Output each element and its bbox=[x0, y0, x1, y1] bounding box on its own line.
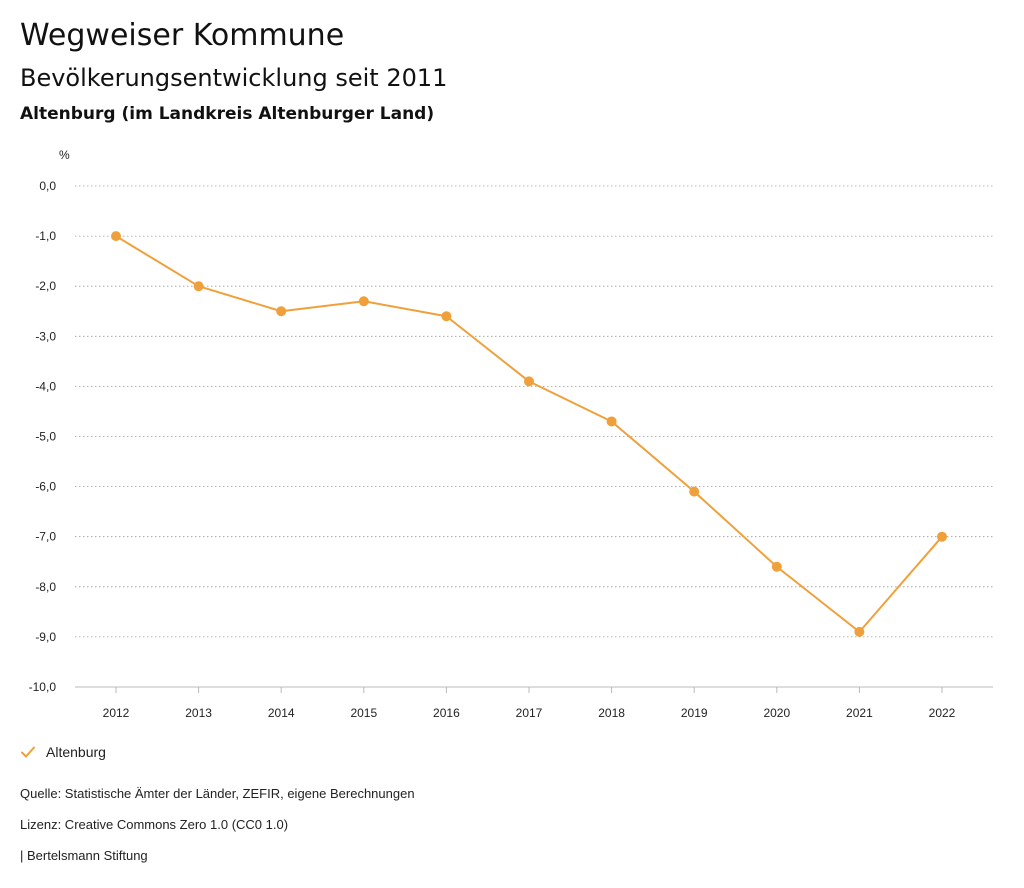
y-axis-unit: % bbox=[59, 148, 70, 162]
x-tick-label: 2020 bbox=[763, 706, 790, 720]
legend-item-altenburg[interactable]: Altenburg bbox=[20, 744, 106, 760]
data-point[interactable] bbox=[358, 296, 369, 307]
region-label: Altenburg (im Landkreis Altenburger Land… bbox=[20, 104, 435, 124]
y-tick-label: -3,0 bbox=[35, 329, 56, 343]
x-tick-label: 2015 bbox=[350, 706, 377, 720]
x-tick-label: 2014 bbox=[268, 706, 295, 720]
x-tick-label: 2013 bbox=[185, 706, 212, 720]
y-tick-label: -7,0 bbox=[35, 530, 56, 544]
x-tick-label: 2012 bbox=[103, 706, 130, 720]
y-tick-label: -8,0 bbox=[35, 580, 56, 594]
grid-layer bbox=[75, 185, 993, 638]
y-tick-label: -10,0 bbox=[29, 680, 57, 694]
axis-layer: 0,0 -1,0 -2,0 -3,0 -4,0 -5,0 -6,0 -7,0 -8,0 -9,0 -… bbox=[29, 179, 993, 720]
x-tick-label: 2019 bbox=[681, 706, 708, 720]
data-point[interactable] bbox=[111, 231, 121, 242]
data-point[interactable] bbox=[771, 561, 782, 572]
x-tick-label: 2021 bbox=[846, 706, 873, 720]
y-tick-label: -1,0 bbox=[35, 229, 56, 243]
license-note: Lizenz: Creative Commons Zero 1.0 (CC0 1… bbox=[20, 817, 289, 832]
y-tick-label: -4,0 bbox=[35, 379, 56, 393]
series-layer bbox=[111, 231, 947, 637]
x-tick-label: 2018 bbox=[598, 706, 625, 720]
data-point[interactable] bbox=[276, 306, 287, 317]
y-tick-label: -9,0 bbox=[35, 630, 56, 644]
y-tick-label: -5,0 bbox=[35, 430, 56, 444]
x-tick-label: 2016 bbox=[433, 706, 460, 720]
data-point[interactable] bbox=[854, 626, 865, 637]
series-line-altenburg bbox=[115, 235, 943, 633]
data-point[interactable] bbox=[441, 311, 452, 322]
data-point[interactable] bbox=[606, 416, 617, 427]
data-point[interactable] bbox=[193, 281, 204, 292]
y-tick-label: -2,0 bbox=[35, 279, 56, 293]
line-chart: % 0,0 -1,0 -2,0 -3,0 -4,0 -5,0 -6,0 -7,0 -8,0 -9,… bbox=[29, 148, 993, 720]
page-title: Wegweiser Kommune bbox=[20, 18, 345, 53]
chart-subtitle: Bevölkerungsentwicklung seit 2011 bbox=[20, 64, 448, 92]
y-tick-label: 0,0 bbox=[39, 179, 56, 193]
y-tick-label: -6,0 bbox=[35, 480, 56, 494]
source-note: Quelle: Statistische Ämter der Länder, Z… bbox=[20, 786, 415, 801]
legend-label: Altenburg bbox=[46, 744, 106, 760]
check-icon bbox=[21, 746, 35, 758]
data-point[interactable] bbox=[937, 531, 947, 542]
x-tick-label: 2022 bbox=[929, 706, 956, 720]
data-point[interactable] bbox=[524, 376, 534, 387]
x-tick-label: 2017 bbox=[516, 706, 543, 720]
brand-credit: | Bertelsmann Stiftung bbox=[20, 848, 148, 863]
data-point[interactable] bbox=[689, 486, 700, 497]
